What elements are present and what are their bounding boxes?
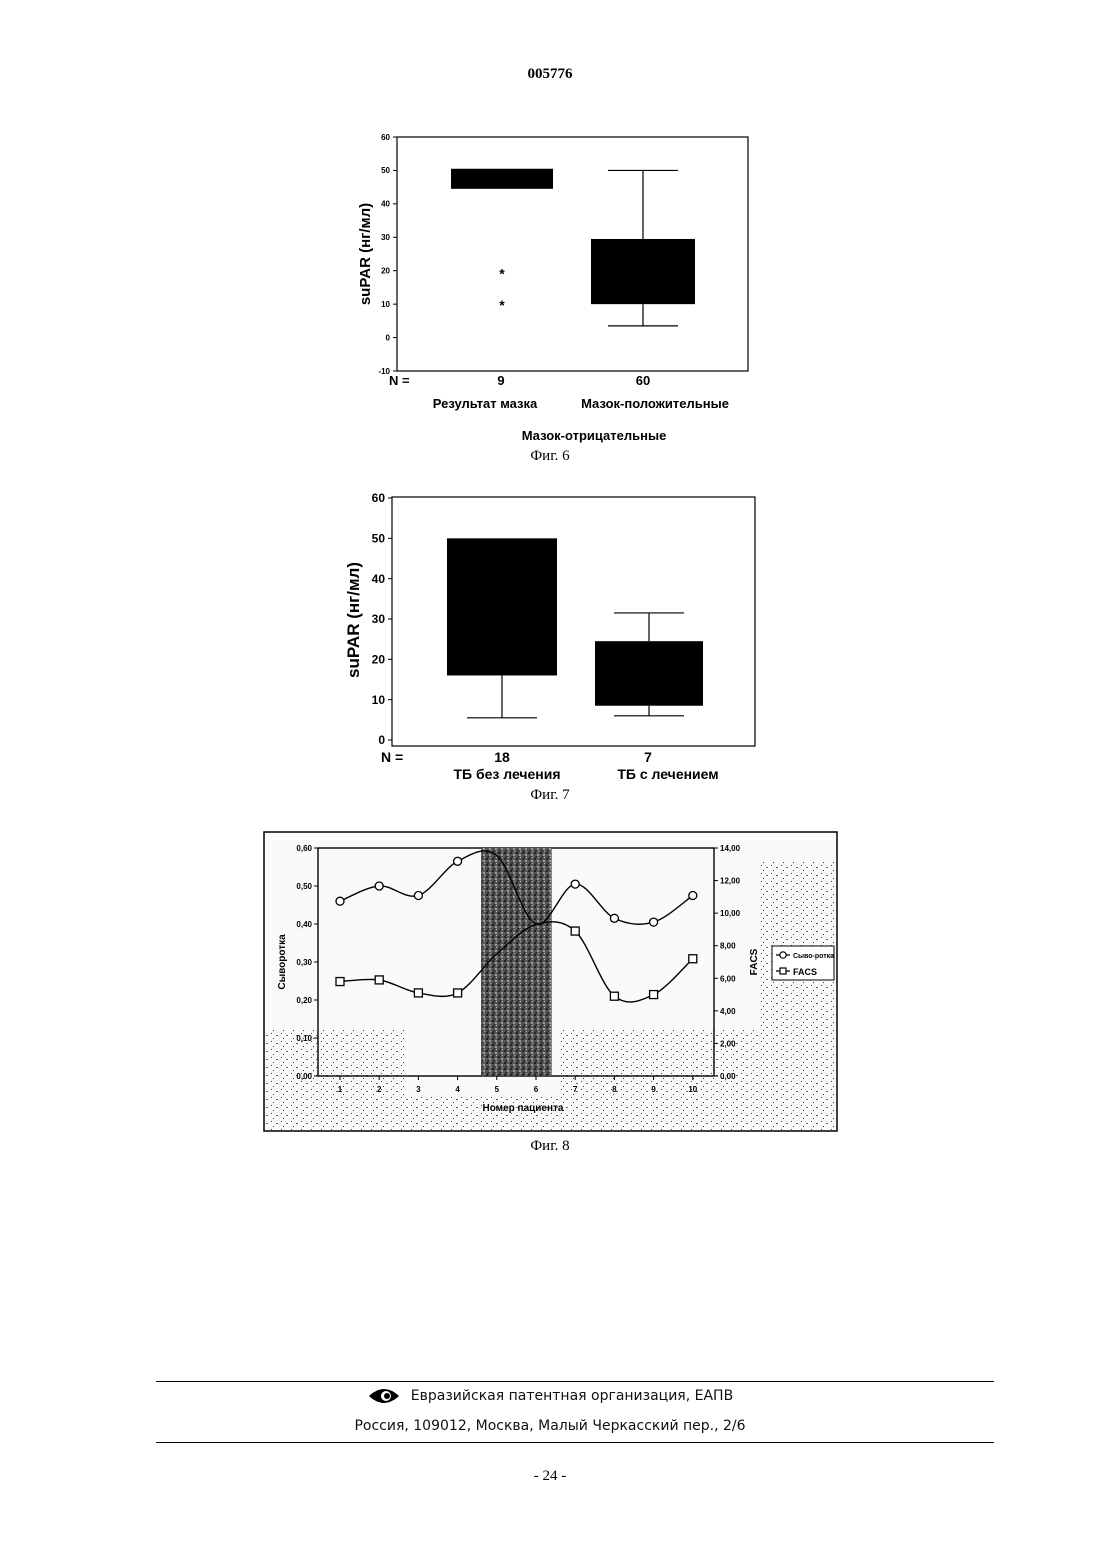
- x-tick-label: 1: [338, 1085, 343, 1094]
- x-tick-label: 9: [651, 1085, 656, 1094]
- data-point-square: [650, 991, 658, 999]
- right-y-tick-label: 2,00: [720, 1039, 736, 1048]
- fig8-legend: Сыво-ротка FACS: [772, 946, 834, 980]
- data-point-circle: [336, 897, 344, 905]
- page-number: - 24 -: [0, 1468, 1100, 1485]
- left-y-tick-label: 0,00: [296, 1072, 312, 1081]
- footer-top-rule: [156, 1381, 994, 1382]
- fig8-legend-entry-1: Сыво-ротка: [793, 953, 834, 960]
- data-point-circle: [375, 882, 383, 890]
- data-point-square: [571, 927, 579, 935]
- data-point-circle: [571, 880, 579, 888]
- right-y-tick-label: 10,00: [720, 909, 741, 918]
- right-y-tick-label: 8,00: [720, 942, 736, 951]
- left-y-tick-label: 0,20: [296, 996, 312, 1005]
- left-y-tick-label: 0,10: [296, 1034, 312, 1043]
- eye-logo-icon: [367, 1386, 401, 1406]
- left-y-tick-label: 0,30: [296, 958, 312, 967]
- data-point-square: [454, 989, 462, 997]
- x-tick-label: 8: [612, 1085, 617, 1094]
- x-tick-label: 2: [377, 1085, 382, 1094]
- footer-org-name: Евразийская патентная организация, ЕАПВ: [411, 1388, 733, 1404]
- footer-organization: Евразийская патентная организация, ЕАПВ: [0, 1386, 1100, 1406]
- data-point-circle: [414, 892, 422, 900]
- data-point-square: [375, 976, 383, 984]
- fig8-shaded-region: [481, 848, 552, 1076]
- x-tick-label: 10: [688, 1085, 697, 1094]
- data-point-square: [414, 989, 422, 997]
- x-tick-label: 6: [534, 1085, 539, 1094]
- right-y-tick-label: 6,00: [720, 974, 736, 983]
- right-y-tick-label: 14,00: [720, 844, 741, 853]
- fig8-legend-entry-2: FACS: [793, 967, 817, 977]
- figure-8-line-chart: 0,600,500,400,300,200,100,0014,0012,0010…: [0, 0, 1100, 1140]
- figure-8-caption: Фиг. 8: [0, 1138, 1100, 1155]
- fig8-legend-square-icon: [780, 968, 786, 974]
- left-y-tick-label: 0,60: [296, 844, 312, 853]
- data-point-square: [689, 955, 697, 963]
- fig8-x-axis-label: Номер пациента: [482, 1103, 563, 1114]
- data-point-circle: [610, 914, 618, 922]
- footer-bottom-rule: [156, 1442, 994, 1443]
- footer-address: Россия, 109012, Москва, Малый Черкасский…: [0, 1418, 1100, 1434]
- right-y-tick-label: 0,00: [720, 1072, 736, 1081]
- fig8-left-axis-label: Сыворотка: [277, 934, 288, 990]
- x-tick-label: 4: [455, 1085, 460, 1094]
- fig8-right-axis-label: FACS: [749, 948, 760, 975]
- data-point-circle: [689, 892, 697, 900]
- data-point-square: [610, 992, 618, 1000]
- data-point-circle: [454, 857, 462, 865]
- x-tick-label: 3: [416, 1085, 421, 1094]
- x-tick-label: 7: [573, 1085, 578, 1094]
- x-tick-label: 5: [495, 1085, 500, 1094]
- right-y-tick-label: 4,00: [720, 1007, 736, 1016]
- data-point-circle: [650, 918, 658, 926]
- data-point-square: [336, 978, 344, 986]
- fig8-legend-circle-icon: [780, 952, 786, 958]
- left-y-tick-label: 0,50: [296, 882, 312, 891]
- left-y-tick-label: 0,40: [296, 920, 312, 929]
- right-y-tick-label: 12,00: [720, 877, 741, 886]
